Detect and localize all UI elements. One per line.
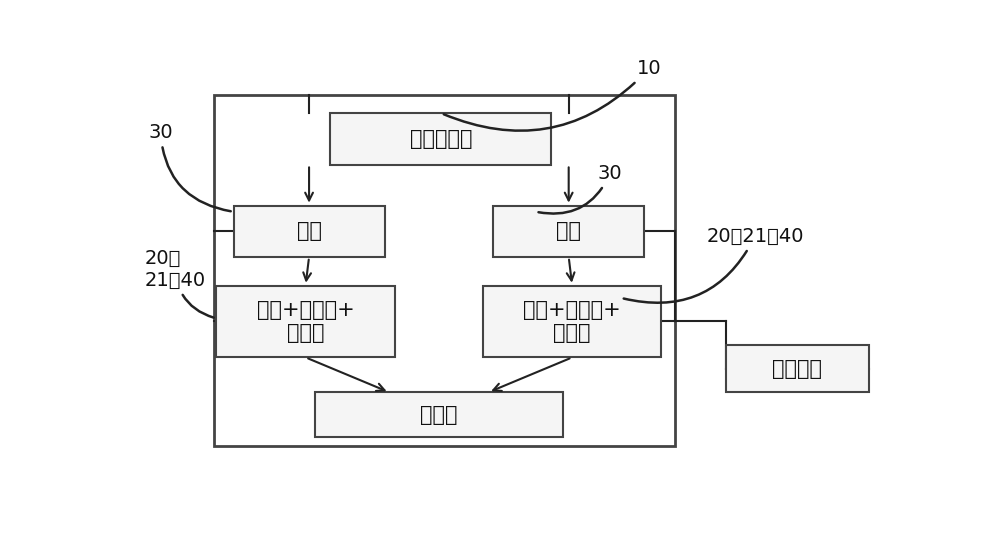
Bar <box>726 345 869 392</box>
Text: 料仓: 料仓 <box>297 221 322 241</box>
Text: 20、21、40: 20、21、40 <box>624 227 804 303</box>
Text: 桁架+输送带+
传感器: 桁架+输送带+ 传感器 <box>257 300 354 343</box>
Text: 20、
21、40: 20、 21、40 <box>144 249 214 318</box>
Bar <box>315 392 563 438</box>
Text: 双向输送机: 双向输送机 <box>410 129 472 149</box>
Text: 30: 30 <box>538 164 622 214</box>
Text: 桁架+输送带+
传感器: 桁架+输送带+ 传感器 <box>523 300 621 343</box>
Text: 10: 10 <box>444 59 661 131</box>
Bar <box>483 286 661 358</box>
Bar <box>330 113 551 165</box>
Text: 输送机: 输送机 <box>420 405 458 425</box>
Text: 控制中心: 控制中心 <box>772 359 822 378</box>
Bar <box>493 206 644 257</box>
Bar <box>234 206 385 257</box>
Text: 30: 30 <box>148 123 231 211</box>
Bar <box>216 286 395 358</box>
Text: 料仓: 料仓 <box>556 221 581 241</box>
Bar <box>214 95 675 446</box>
